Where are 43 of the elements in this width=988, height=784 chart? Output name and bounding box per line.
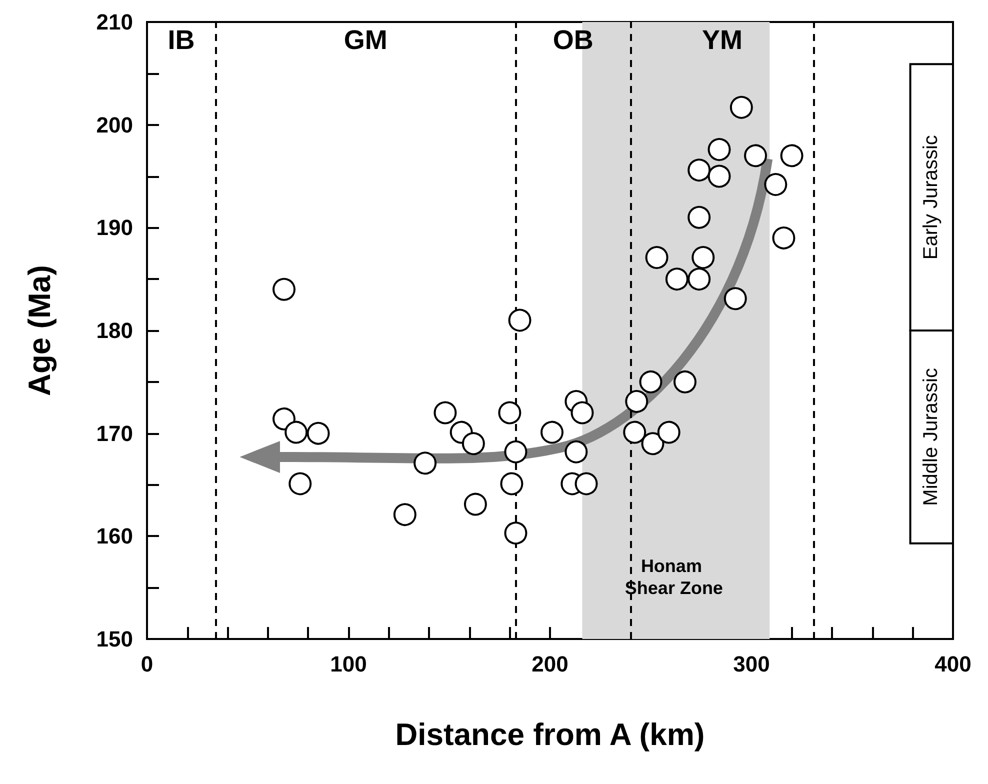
point [641,432,664,456]
x-tick-label: 400 [934,652,972,676]
x-tick-label: 100 [330,652,367,676]
point [688,206,711,229]
y-tick-label: 160 [96,524,133,549]
annotation: GM [344,25,388,55]
point [639,370,662,394]
x-tick-label: 0 [140,652,154,676]
point [724,287,747,310]
y-tick-label: 190 [96,215,133,240]
point [657,420,680,444]
x-axis-title: Distance from A (km) [395,717,705,752]
y-tick-label: 200 [96,112,133,138]
point [645,246,668,269]
point [665,268,688,291]
y-tick-label: 180 [96,318,133,343]
annotation: IB [168,25,195,55]
point [564,440,588,464]
x-tick-label: 300 [733,652,770,676]
point [570,401,594,424]
point [504,440,528,464]
point [674,370,697,394]
point [730,96,753,119]
point [625,390,648,413]
y-axis-title: Age (Ma) [22,265,57,396]
point [708,164,731,188]
point [708,138,731,162]
point [574,472,598,496]
y-tick-label: 210 [96,10,133,34]
point [414,452,437,475]
point [623,420,646,444]
point [688,158,711,182]
band-label: Early Jurassic [920,135,942,260]
annotation: OB [552,25,594,55]
x-tick-label: 200 [532,652,568,676]
band-label: Honam Shear Zone [624,556,723,598]
band-label: Middle Jurassic [920,368,942,506]
point [744,144,768,168]
y-tick-label: 170 [96,420,133,446]
point [688,268,711,291]
y-tick-label: 150 [96,626,133,652]
point [692,246,715,269]
annotation: YM [702,25,743,55]
